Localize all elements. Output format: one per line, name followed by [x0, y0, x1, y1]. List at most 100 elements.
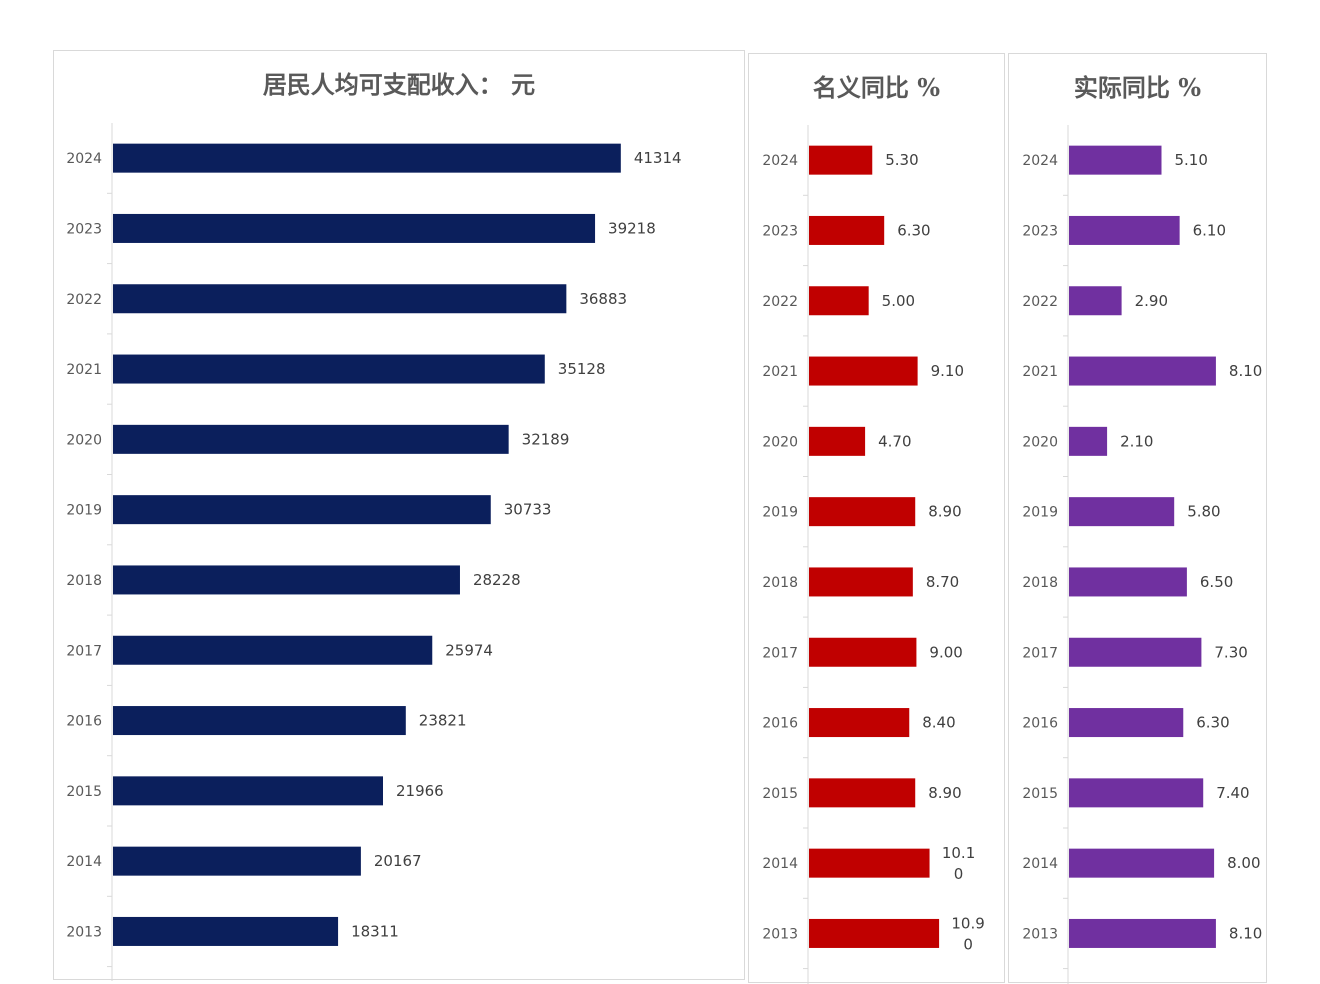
real-value-label: 6.30 [1196, 714, 1229, 732]
nominal-year-label: 2017 [762, 645, 798, 661]
nominal-value-label: 10.9 0 [951, 914, 984, 953]
income-bar-2018 [113, 565, 460, 595]
nominal-value-label: 5.30 [885, 151, 918, 169]
income-bar-2019 [113, 495, 491, 525]
income-year-label: 2024 [66, 151, 102, 167]
income-value-label: 39218 [608, 219, 656, 237]
nominal-value-label: 9.00 [929, 643, 962, 661]
nominal-year-label: 2016 [762, 716, 798, 732]
income-bar-2016 [113, 706, 406, 736]
nominal-yoy-chart-plot: 2024 5.30 2023 6.30 2022 5.00 2021 9.10 2020 4.70… [762, 125, 985, 984]
real-bar-2021 [1069, 356, 1216, 386]
nominal-bar-2014 [809, 848, 930, 878]
income-chart-plot: 2024 41314 2023 39218 2022 36883 2021 35128 2020… [66, 123, 682, 981]
real-value-label: 2.10 [1120, 432, 1153, 450]
real-year-label: 2020 [1022, 434, 1058, 450]
real-bar-2018 [1069, 567, 1187, 597]
real-bar-2024 [1069, 145, 1162, 175]
income-bar-2014 [113, 846, 361, 876]
real-year-label: 2022 [1022, 294, 1058, 310]
income-bar-2015 [113, 776, 383, 806]
nominal-bar-2017 [809, 637, 917, 667]
real-yoy-chart-title: 实际同比 % [1073, 73, 1202, 102]
income-value-label: 35128 [558, 360, 606, 378]
nominal-value-label: 8.70 [926, 573, 959, 591]
income-value-label: 41314 [634, 149, 682, 167]
income-bar-2013 [113, 916, 339, 946]
income-value-label: 18311 [351, 922, 399, 940]
nominal-yoy-chart-panel: 名义同比 % 2024 5.30 2023 6.30 2022 5.00 2021 9.10 2… [748, 53, 1005, 984]
real-bar-2016 [1069, 708, 1184, 738]
nominal-year-label: 2024 [762, 153, 798, 169]
real-value-label: 5.80 [1187, 503, 1220, 521]
nominal-value-label: 8.40 [922, 714, 955, 732]
real-value-label: 7.40 [1216, 784, 1249, 802]
nominal-bar-2015 [809, 778, 916, 808]
nominal-year-label: 2013 [762, 926, 798, 942]
nominal-value-label: 8.90 [928, 784, 961, 802]
real-year-label: 2018 [1022, 575, 1058, 591]
nominal-value-label: 8.90 [928, 503, 961, 521]
income-value-label: 30733 [504, 501, 552, 519]
income-year-label: 2014 [66, 854, 102, 870]
nominal-year-label: 2023 [762, 223, 798, 239]
income-value-label: 20167 [374, 852, 422, 870]
real-value-label: 6.50 [1200, 573, 1233, 591]
income-value-label: 23821 [419, 712, 467, 730]
nominal-year-label: 2014 [762, 856, 798, 872]
income-bar-2021 [113, 354, 545, 384]
nominal-bar-2023 [809, 215, 885, 245]
nominal-yoy-chart-title: 名义同比 % [812, 73, 941, 102]
real-bar-2020 [1069, 426, 1108, 456]
real-bar-2017 [1069, 637, 1202, 667]
income-year-label: 2013 [66, 924, 102, 940]
nominal-bar-2019 [809, 497, 916, 527]
real-value-label: 8.10 [1229, 924, 1262, 942]
nominal-bar-2024 [809, 145, 873, 175]
real-year-label: 2014 [1022, 856, 1058, 872]
real-bar-2015 [1069, 778, 1204, 808]
real-bar-2013 [1069, 918, 1216, 948]
real-yoy-chart-panel: 实际同比 % 2024 5.10 2023 6.10 2022 2.90 2021 8.10 2… [1008, 53, 1267, 984]
real-year-label: 2013 [1022, 926, 1058, 942]
nominal-bar-2021 [809, 356, 918, 386]
nominal-value-label: 5.00 [882, 292, 915, 310]
nominal-year-label: 2015 [762, 786, 798, 802]
nominal-year-label: 2020 [762, 434, 798, 450]
real-yoy-chart-plot: 2024 5.10 2023 6.10 2022 2.90 2021 8.10 2020 2.10… [1022, 125, 1262, 984]
real-year-label: 2017 [1022, 645, 1058, 661]
real-value-label: 8.10 [1229, 362, 1262, 380]
nominal-bar-2018 [809, 567, 913, 597]
income-value-label: 25974 [445, 641, 493, 659]
nominal-year-label: 2022 [762, 294, 798, 310]
nominal-year-label: 2019 [762, 505, 798, 521]
income-year-label: 2023 [66, 221, 102, 237]
real-bar-2023 [1069, 215, 1180, 245]
real-value-label: 6.10 [1193, 221, 1226, 239]
income-value-label: 28228 [473, 571, 521, 589]
nominal-value-label: 6.30 [897, 221, 930, 239]
real-bar-2019 [1069, 497, 1175, 527]
nominal-value-label: 4.70 [878, 432, 911, 450]
real-year-label: 2015 [1022, 786, 1058, 802]
real-year-label: 2016 [1022, 716, 1058, 732]
real-year-label: 2024 [1022, 153, 1058, 169]
income-year-label: 2019 [66, 503, 102, 519]
income-bar-2022 [113, 284, 567, 314]
real-year-label: 2021 [1022, 364, 1058, 380]
real-year-label: 2023 [1022, 223, 1058, 239]
income-year-label: 2021 [66, 362, 102, 378]
income-year-label: 2015 [66, 784, 102, 800]
income-bar-2020 [113, 424, 509, 454]
income-bar-2017 [113, 635, 433, 665]
income-bar-2024 [113, 143, 621, 173]
income-year-label: 2018 [66, 573, 102, 589]
income-year-label: 2020 [66, 432, 102, 448]
income-value-label: 21966 [396, 782, 444, 800]
nominal-value-label: 9.10 [931, 362, 964, 380]
real-value-label: 7.30 [1214, 643, 1247, 661]
income-value-label: 32189 [522, 430, 570, 448]
income-year-label: 2017 [66, 643, 102, 659]
real-bar-2022 [1069, 286, 1122, 316]
nominal-bar-2013 [809, 918, 940, 948]
